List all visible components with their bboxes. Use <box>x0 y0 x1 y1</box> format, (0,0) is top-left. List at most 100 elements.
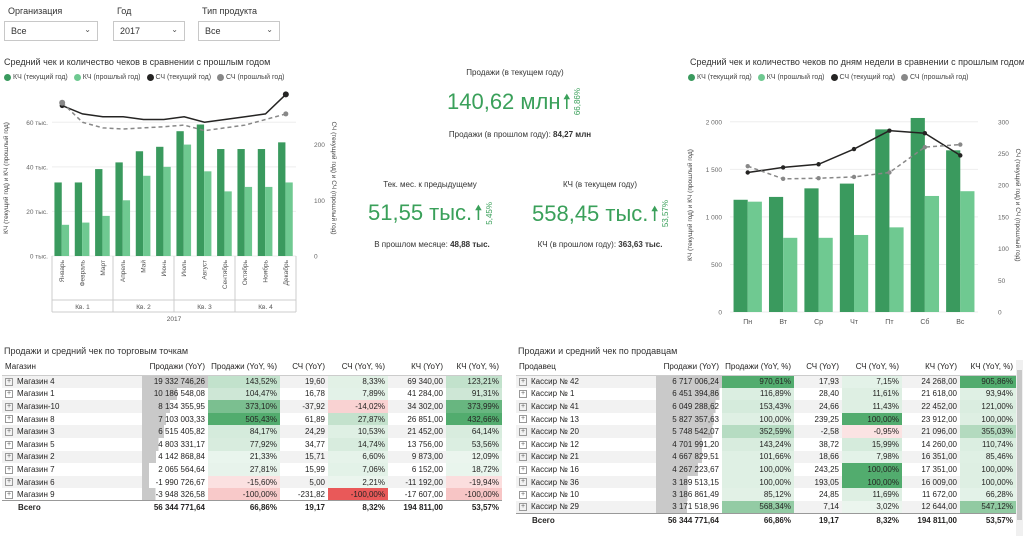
legend-item[interactable]: КЧ (текущий год) <box>4 74 68 81</box>
filter-product-label: Тип продукта <box>202 6 258 16</box>
table-row[interactable]: + Кассир № 12 4 701 991,20 143,24% 38,72 15,9… <box>516 437 1016 451</box>
bar-kch-current <box>156 146 164 256</box>
table-cell: 27,87% <box>328 412 388 426</box>
column-header[interactable]: Продажи (YoY, %) <box>208 359 280 376</box>
table-row[interactable]: + Кассир № 41 6 049 288,62 153,43% 24,66 11,4… <box>516 400 1016 413</box>
column-header[interactable]: КЧ (YoY) <box>388 359 446 376</box>
table-row[interactable]: + Магазин 9 -3 948 326,58 -100,00% -231,82 -1… <box>2 488 502 501</box>
table-cell: 6 451 394,86 <box>656 387 722 401</box>
table-row[interactable]: + Кассир № 42 6 717 006,24 970,61% 17,93 7,15… <box>516 375 1016 388</box>
column-header[interactable]: КЧ (YoY, %) <box>960 359 1016 376</box>
table-row[interactable]: + Кассир № 16 4 267 223,67 100,00% 243,25 100… <box>516 463 1016 476</box>
row-label-cell: + Кассир № 36 <box>516 475 656 489</box>
column-header[interactable]: Продажи (YoY) <box>142 359 208 376</box>
expand-icon[interactable]: + <box>5 428 13 437</box>
legend-item[interactable]: СЧ (текущий год) <box>146 74 211 81</box>
column-header[interactable]: КЧ (YoY, %) <box>446 359 502 376</box>
table-row[interactable]: + Кассир № 29 3 171 518,96 568,34% 7,14 3,02%… <box>516 500 1016 514</box>
expand-icon[interactable]: + <box>5 390 13 399</box>
expand-icon[interactable]: + <box>5 453 13 462</box>
legend-item[interactable]: СЧ (прошлый год) <box>217 74 285 81</box>
filter-org-select[interactable]: Все ⌄ <box>4 21 98 41</box>
scroll-thumb[interactable] <box>1017 370 1022 520</box>
table-cell: 100,00% <box>842 475 902 489</box>
filter-year-select[interactable]: 2017 ⌄ <box>113 21 185 41</box>
legend-item[interactable]: СЧ (текущий год) <box>830 74 895 81</box>
legend-item[interactable]: СЧ (прошлый год) <box>901 74 969 81</box>
column-header[interactable]: СЧ (YoY) <box>794 359 842 376</box>
expand-icon[interactable]: + <box>5 440 13 449</box>
table-cell: 8,33% <box>328 375 388 388</box>
total-cell: 53,57% <box>446 500 502 514</box>
bar-kch-current <box>54 182 62 256</box>
table-cell: 91,31% <box>446 387 502 401</box>
x-tick-label: Пн <box>743 319 752 326</box>
column-header[interactable]: СЧ (YoY) <box>280 359 328 376</box>
table-row[interactable]: + Магазин 8 7 103 003,33 505,43% 61,89 27,87%… <box>2 412 502 426</box>
expand-icon[interactable]: + <box>519 428 527 437</box>
expand-icon[interactable]: + <box>519 390 527 399</box>
table-cell: 101,66% <box>722 450 794 464</box>
expand-icon[interactable]: + <box>519 402 527 411</box>
legend-item[interactable]: КЧ (текущий год) <box>688 74 752 81</box>
table-cell: 100,00% <box>960 475 1016 489</box>
expand-icon[interactable]: + <box>5 377 13 386</box>
chart-left-title: Средний чек и количество чеков в сравнен… <box>4 57 271 67</box>
table-row[interactable]: + Магазин 7 2 065 564,64 27,81% 15,99 7,06% 6 … <box>2 463 502 476</box>
legend-item[interactable]: КЧ (прошлый год) <box>757 74 825 81</box>
expand-icon[interactable]: + <box>519 503 527 512</box>
table-cell: 6,60% <box>328 450 388 464</box>
column-header[interactable]: СЧ (YoY, %) <box>842 359 902 376</box>
expand-icon[interactable]: + <box>5 465 13 474</box>
table-row[interactable]: + Кассир № 13 5 827 357,63 100,00% 239,25 100… <box>516 412 1016 426</box>
table-row[interactable]: + Магазин 5 4 803 331,17 77,92% 34,77 14,74% 1… <box>2 437 502 451</box>
table-row[interactable]: + Магазин-10 8 134 355,95 373,10% -37,92 -14,… <box>2 400 502 413</box>
table-row[interactable]: + Кассир № 10 3 186 861,49 85,12% 24,85 11,69… <box>516 488 1016 501</box>
expand-icon[interactable]: + <box>5 415 13 424</box>
legend-item[interactable]: КЧ (прошлый год) <box>73 74 141 81</box>
table-stores-title: Продажи и средний чек по торговым точкам <box>4 346 189 356</box>
expand-icon[interactable]: + <box>519 478 527 487</box>
expand-icon[interactable]: + <box>519 465 527 474</box>
expand-icon[interactable]: + <box>519 453 527 462</box>
column-header[interactable]: Продажи (YoY, %) <box>722 359 794 376</box>
table-row[interactable]: + Кассир № 21 4 667 829,51 101,66% 18,66 7,98… <box>516 450 1016 464</box>
table-cell: 21 096,00 <box>902 425 960 438</box>
table-cell: 4 142 868,84 <box>142 450 208 464</box>
expand-icon[interactable]: + <box>5 402 13 411</box>
table-row[interactable]: + Кассир № 20 5 748 542,07 352,59% -2,58 -0,9… <box>516 425 1016 438</box>
table-row[interactable]: + Магазин 4 19 332 746,26 143,52% 19,60 8,33%… <box>2 375 502 388</box>
expand-icon[interactable]: + <box>5 490 13 499</box>
table-row[interactable]: + Кассир № 1 6 451 394,86 116,89% 28,40 11,61… <box>516 387 1016 401</box>
kpi-month-prev-value: 48,88 тыс. <box>450 240 490 249</box>
table-cell: 100,00% <box>842 412 902 426</box>
column-header[interactable]: КЧ (YoY) <box>902 359 960 376</box>
expand-icon[interactable]: + <box>519 377 527 386</box>
table-cell: 26 851,00 <box>407 414 443 424</box>
point-sch-previous <box>283 111 289 117</box>
column-header[interactable]: СЧ (YoY, %) <box>328 359 388 376</box>
expand-icon[interactable]: + <box>519 440 527 449</box>
table-row[interactable]: + Магазин 6 -1 990 726,67 -15,60% 5,00 2,21% -… <box>2 475 502 489</box>
table-row[interactable]: + Магазин 1 10 186 548,08 104,47% 16,78 7,89%… <box>2 387 502 401</box>
table-cell: -14,02% <box>328 400 388 413</box>
table-row[interactable]: + Магазин 2 4 142 868,84 21,33% 15,71 6,60% 9 … <box>2 450 502 464</box>
table-cell: 7,06% <box>328 463 388 476</box>
column-header[interactable]: Продажи (YoY) <box>656 359 722 376</box>
table-row[interactable]: + Кассир № 36 3 189 513,15 100,00% 193,05 100… <box>516 475 1016 489</box>
table-sellers-scrollbar[interactable] <box>1016 360 1023 536</box>
column-header[interactable]: Магазин <box>2 359 142 376</box>
kpi-sales-pct: 66,86% <box>573 88 583 116</box>
column-header[interactable]: Продавец <box>516 359 656 376</box>
bar-kch-current <box>176 131 184 256</box>
expand-icon[interactable]: + <box>519 415 527 424</box>
expand-icon[interactable]: + <box>519 491 527 500</box>
filter-product-select[interactable]: Все ⌄ <box>198 21 280 41</box>
point-sch-current <box>745 170 750 175</box>
table-row[interactable]: + Магазин 3 6 515 405,82 84,17% 24,29 10,53% 2… <box>2 425 502 438</box>
chart-left-plot: 0 тыс. 20 тыс. 40 тыс. 60 тыс. 0 100 200 КЧ (те… <box>2 91 338 323</box>
bar-kch-current <box>839 183 854 312</box>
expand-icon[interactable]: + <box>5 478 13 487</box>
row-label: Магазин 9 <box>17 489 55 499</box>
row-label-cell: + Кассир № 13 <box>516 413 656 426</box>
